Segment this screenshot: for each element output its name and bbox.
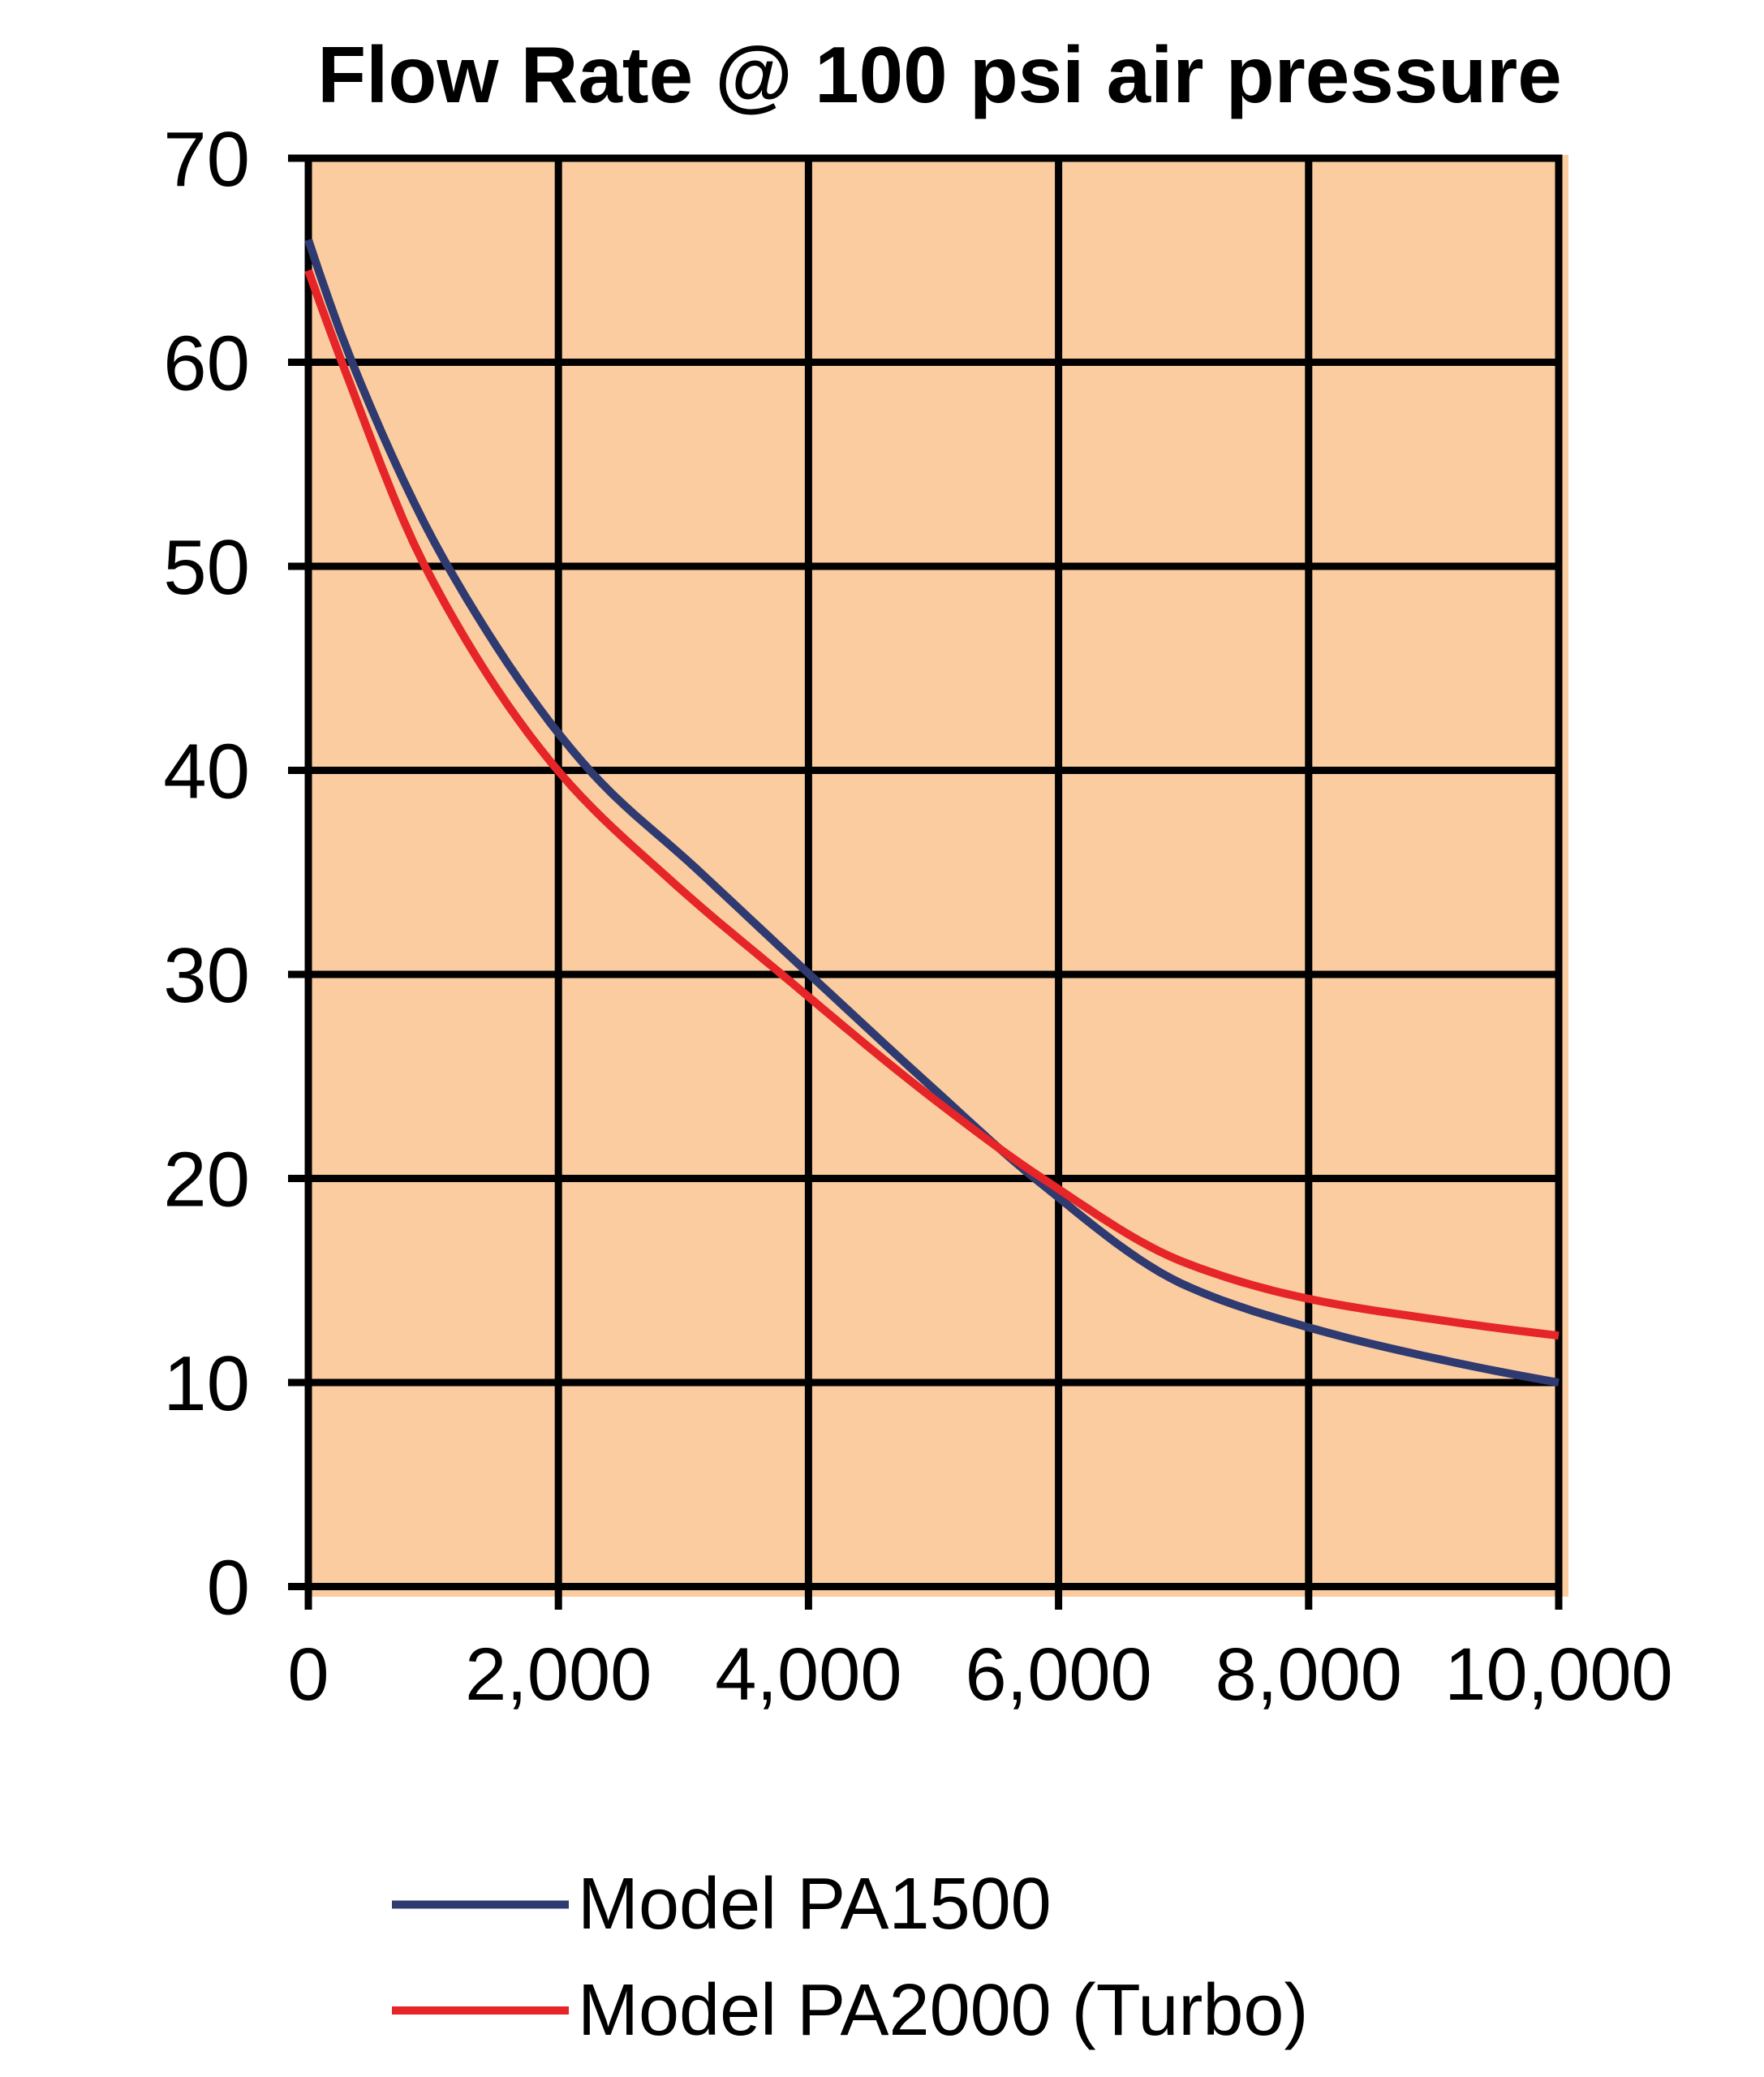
svg-text:Flow Rate @ 100 psi air pressu: Flow Rate @ 100 psi air pressure [317, 30, 1562, 119]
svg-text:20: 20 [163, 1137, 250, 1223]
svg-text:4,000: 4,000 [715, 1633, 901, 1716]
svg-text:Model PA2000 (Turbo): Model PA2000 (Turbo) [578, 1970, 1308, 2051]
svg-text:0: 0 [207, 1545, 250, 1632]
svg-text:50: 50 [163, 524, 250, 611]
svg-text:0: 0 [287, 1633, 329, 1716]
svg-text:6,000: 6,000 [965, 1633, 1151, 1716]
svg-text:70: 70 [163, 116, 250, 203]
svg-text:10,000: 10,000 [1444, 1633, 1672, 1716]
svg-text:10: 10 [163, 1340, 250, 1427]
svg-text:8,000: 8,000 [1215, 1633, 1402, 1716]
svg-text:Model PA1500: Model PA1500 [578, 1864, 1052, 1945]
svg-text:60: 60 [163, 320, 250, 407]
svg-text:40: 40 [163, 729, 250, 815]
svg-text:30: 30 [163, 932, 250, 1019]
svg-text:2,000: 2,000 [465, 1633, 652, 1716]
